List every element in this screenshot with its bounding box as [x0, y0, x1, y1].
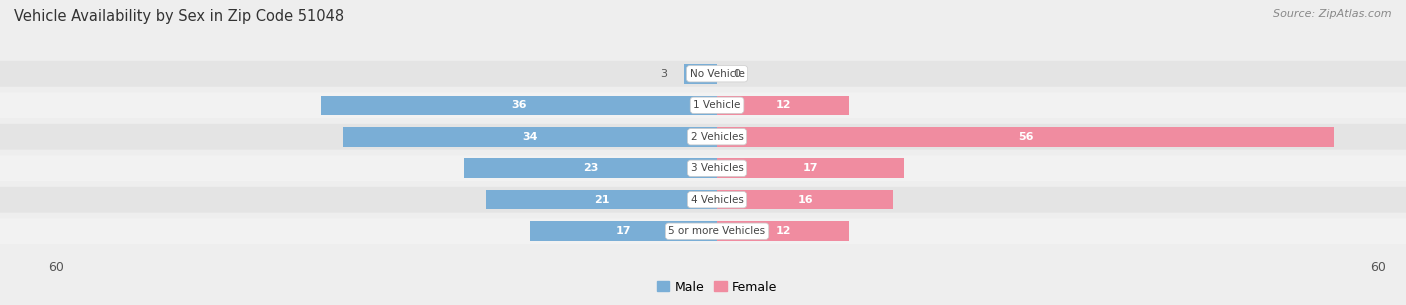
Text: 34: 34	[522, 132, 537, 142]
Text: 3 Vehicles: 3 Vehicles	[690, 163, 744, 173]
Text: 5 or more Vehicles: 5 or more Vehicles	[668, 226, 766, 236]
Text: 1 Vehicle: 1 Vehicle	[693, 100, 741, 110]
FancyBboxPatch shape	[0, 155, 1406, 181]
Text: 0: 0	[734, 69, 741, 79]
Text: 21: 21	[593, 195, 609, 205]
Bar	[717, 127, 1334, 146]
FancyBboxPatch shape	[0, 124, 1406, 150]
Text: Source: ZipAtlas.com: Source: ZipAtlas.com	[1274, 9, 1392, 19]
Bar	[717, 190, 893, 210]
Text: 2 Vehicles: 2 Vehicles	[690, 132, 744, 142]
Text: 17: 17	[803, 163, 818, 173]
FancyBboxPatch shape	[0, 92, 1406, 118]
Bar	[685, 64, 717, 84]
FancyBboxPatch shape	[0, 218, 1406, 244]
Text: 36: 36	[510, 100, 527, 110]
Bar	[486, 190, 717, 210]
Text: 23: 23	[582, 163, 598, 173]
Bar	[717, 221, 849, 241]
FancyBboxPatch shape	[0, 61, 1406, 87]
Text: 16: 16	[797, 195, 813, 205]
Bar	[343, 127, 717, 146]
Bar	[321, 95, 717, 115]
Text: No Vehicle: No Vehicle	[689, 69, 745, 79]
Text: 12: 12	[775, 100, 792, 110]
FancyBboxPatch shape	[0, 187, 1406, 213]
Text: 12: 12	[775, 226, 792, 236]
Bar	[717, 95, 849, 115]
Text: Vehicle Availability by Sex in Zip Code 51048: Vehicle Availability by Sex in Zip Code …	[14, 9, 344, 24]
Text: 56: 56	[1018, 132, 1033, 142]
Bar	[464, 159, 717, 178]
Bar	[717, 159, 904, 178]
Legend: Male, Female: Male, Female	[652, 275, 782, 299]
Bar	[530, 221, 717, 241]
Text: 3: 3	[661, 69, 668, 79]
Text: 17: 17	[616, 226, 631, 236]
Text: 4 Vehicles: 4 Vehicles	[690, 195, 744, 205]
